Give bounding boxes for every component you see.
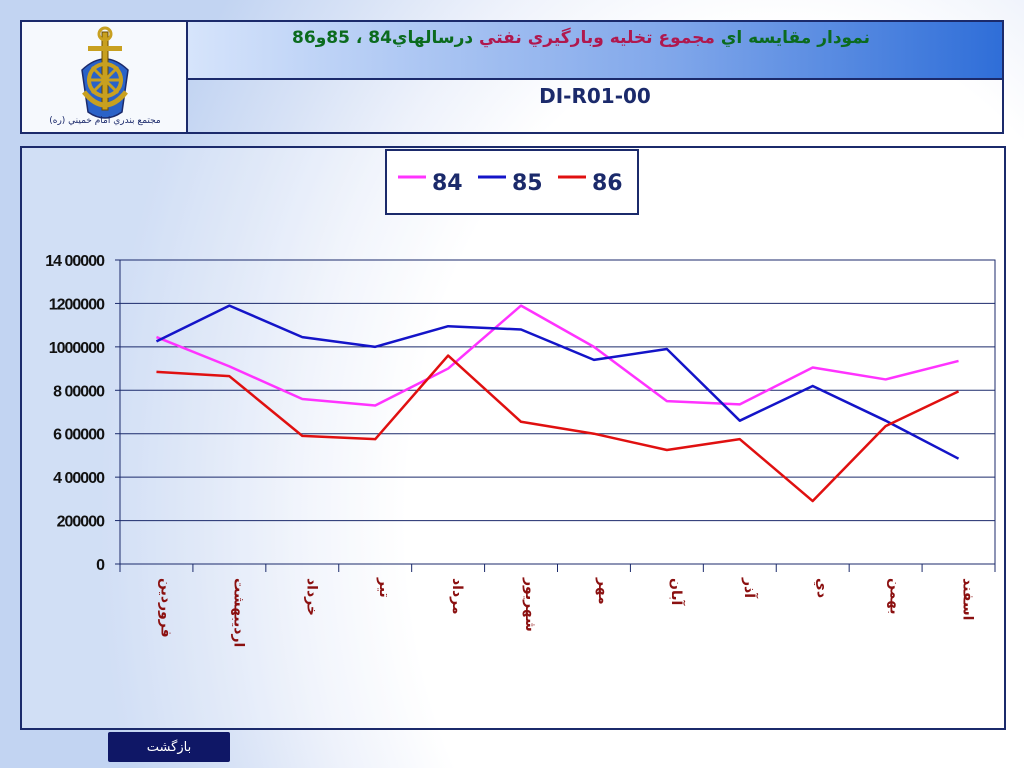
x-tick-label: اسفند <box>960 578 976 620</box>
back-button[interactable]: بازگشت <box>108 732 230 762</box>
x-tick-label: خرداد <box>303 578 319 616</box>
legend-label-85: 85 <box>512 171 543 196</box>
x-tick-label: آذر <box>741 577 759 599</box>
title-row <box>188 22 1002 80</box>
y-tick-label: 8 00000 <box>53 383 105 400</box>
legend-label-84: 84 <box>432 171 463 196</box>
y-tick-label: 1000000 <box>49 340 105 357</box>
series-line-86 <box>156 354 960 503</box>
y-tick-label: 1200000 <box>49 296 105 313</box>
title-part1: نمودار مقايسه اي <box>720 28 870 48</box>
legend-label-86: 86 <box>592 171 623 196</box>
y-tick-label: 200000 <box>57 514 105 531</box>
x-tick-label: بهمن <box>887 578 903 614</box>
document-code: DI-R01-00 <box>539 84 651 108</box>
logo-cell <box>22 22 188 132</box>
anchor-logo-icon <box>81 26 129 119</box>
chart-frame <box>20 146 1006 730</box>
x-tick-label: شهريور <box>522 577 538 632</box>
x-tick-label: آبان <box>668 578 686 606</box>
logo-caption: مجتمع بندري امام خميني (ره) <box>49 116 161 126</box>
legend-box <box>385 149 639 215</box>
x-tick-label: دي <box>813 578 830 598</box>
title-part2: مجموع تخليه وبارگيري نفتي <box>479 28 715 48</box>
x-tick-label: فروردين <box>157 578 173 638</box>
y-tick-label: 0 <box>96 557 105 574</box>
y-tick-label: 6 00000 <box>53 427 105 444</box>
x-tick-label: مرداد <box>449 578 465 615</box>
y-tick-label: 4 00000 <box>53 470 105 487</box>
series-line-85 <box>155 304 960 460</box>
title-part3: درسالهاي84 ، 85و86 <box>292 28 474 48</box>
x-tick-label: ارديبهشت <box>230 578 246 647</box>
y-tick-label: 14 00000 <box>45 253 105 270</box>
x-tick-label: مهر <box>595 577 611 605</box>
header-frame <box>20 20 1004 134</box>
x-tick-label: تير <box>376 577 392 598</box>
page-title: نمودار مقايسه اي مجموع تخليه وبارگيري نف… <box>292 28 870 48</box>
series-line-84 <box>155 304 959 407</box>
plot-area <box>119 259 996 565</box>
